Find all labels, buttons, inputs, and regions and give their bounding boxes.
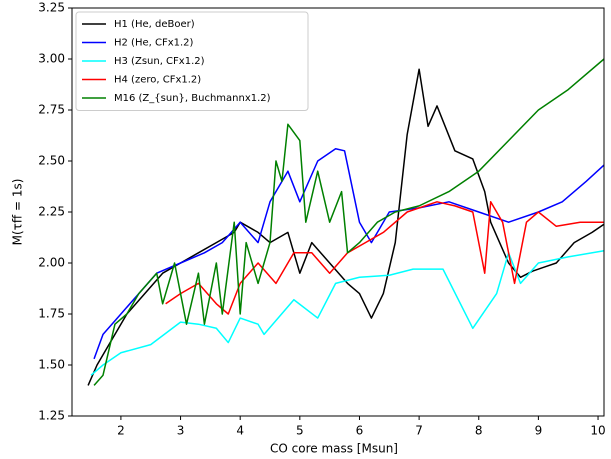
series-line [93, 148, 605, 360]
y-tick-label: 1.50 [38, 358, 65, 372]
x-tick-label: 7 [415, 424, 423, 438]
x-tick-label: 5 [296, 424, 304, 438]
plot-frame [71, 7, 605, 417]
legend-label: M16 (Z_{sun}, Buchmannx1.2) [114, 93, 271, 104]
x-tick-label: 9 [535, 424, 543, 438]
y-tick-label: 1.25 [38, 409, 65, 423]
series-line [93, 58, 605, 386]
series-line [87, 68, 605, 386]
x-axis-label: CO core mass [Msun] [270, 442, 398, 456]
y-tick-label: 2.25 [38, 205, 65, 219]
legend-label: H4 (zero, CFx1.2) [114, 75, 201, 86]
x-tick-label: 10 [590, 424, 605, 438]
x-tick-label: 8 [475, 424, 483, 438]
legend-label: H3 (Zsun, CFx1.2) [114, 56, 205, 67]
x-tick-label: 4 [236, 424, 244, 438]
legend-label: H1 (He, deBoer) [114, 19, 195, 30]
x-tick-label: 6 [356, 424, 364, 438]
x-tick-label: 3 [177, 424, 185, 438]
y-axis-label: M(τff = 1s) [11, 179, 25, 246]
y-tick-label: 1.75 [38, 307, 65, 321]
y-tick-label: 2.00 [38, 256, 65, 270]
x-tick-label: 2 [117, 424, 125, 438]
y-tick-label: 3.25 [38, 1, 65, 15]
y-tick-label: 2.75 [38, 103, 65, 117]
y-tick-label: 3.00 [38, 52, 65, 66]
legend-box [75, 11, 309, 111]
series-line [165, 201, 604, 315]
legend-label: H2 (He, CFx1.2) [114, 38, 194, 49]
y-tick-label: 2.50 [38, 154, 65, 168]
legend: H1 (He, deBoer) H2 (He, CFx1.2) H3 (Zsun, … [75, 11, 309, 111]
